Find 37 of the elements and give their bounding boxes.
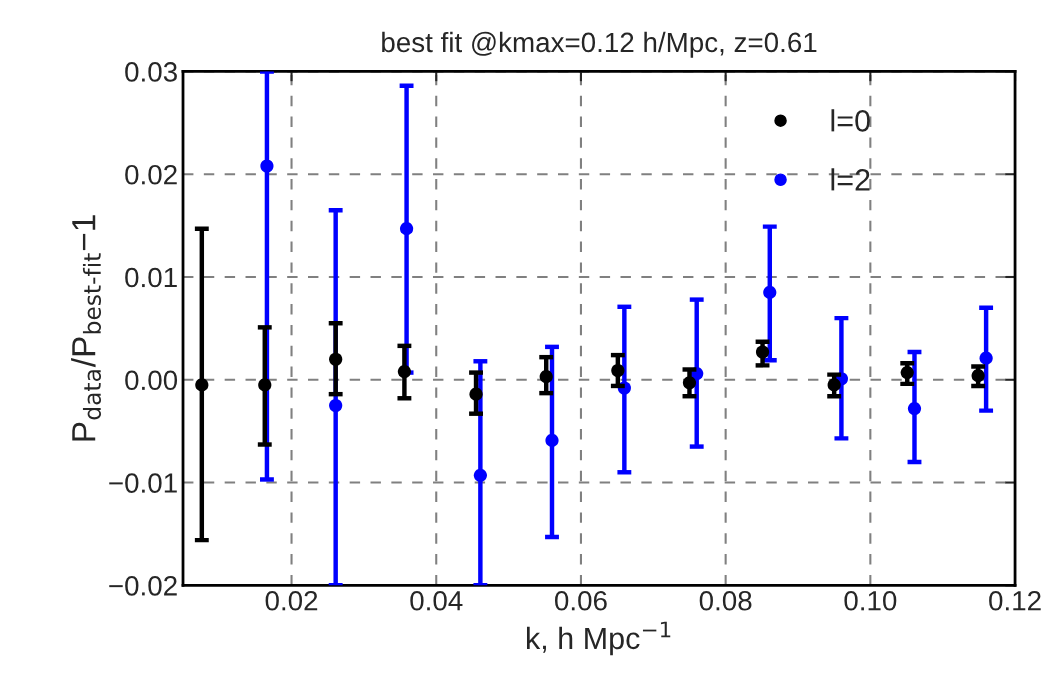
point bbox=[539, 370, 553, 384]
point bbox=[399, 222, 414, 236]
y-axis-title: P$_{data}$/P$_{best-fit}$−1 bbox=[71, 215, 102, 441]
point bbox=[907, 401, 922, 416]
x-tick-label: 0.12 bbox=[989, 590, 1041, 611]
point bbox=[763, 285, 777, 299]
point bbox=[258, 378, 272, 392]
x-tick-label: 0.06 bbox=[555, 590, 607, 611]
point bbox=[827, 378, 841, 392]
point bbox=[682, 376, 697, 390]
x-axis-title: k, h Mpc$^{−1}$ bbox=[526, 621, 671, 656]
x-tick-label: 0.04 bbox=[410, 590, 463, 611]
y-tick-label: −0.02 bbox=[109, 575, 177, 596]
y-tick-label: 0.02 bbox=[125, 164, 177, 185]
point bbox=[473, 468, 487, 482]
y-tick-label: −0.01 bbox=[109, 473, 177, 493]
x-tick-label: 0.08 bbox=[699, 590, 752, 611]
point bbox=[397, 364, 411, 379]
legend-label: l=2 bbox=[831, 168, 870, 191]
point bbox=[469, 387, 483, 401]
legend-label: l=0 bbox=[831, 109, 870, 132]
x-tick-label: 0.10 bbox=[844, 590, 897, 611]
point bbox=[979, 351, 993, 365]
point bbox=[195, 378, 209, 392]
point bbox=[329, 398, 343, 413]
y-tick-label: 0.00 bbox=[125, 370, 178, 391]
x-tick-label: 0.02 bbox=[265, 590, 318, 611]
point bbox=[260, 159, 274, 173]
point bbox=[545, 433, 559, 447]
chart-title: best fit @kmax=0.12 h/Mpc, z=0.61 bbox=[382, 31, 817, 58]
point bbox=[971, 369, 985, 383]
point bbox=[755, 345, 770, 359]
point bbox=[900, 365, 914, 380]
y-tick-label: 0.01 bbox=[125, 267, 177, 288]
y-tick-label: 0.03 bbox=[125, 62, 177, 82]
point bbox=[611, 363, 625, 378]
point bbox=[329, 352, 343, 366]
